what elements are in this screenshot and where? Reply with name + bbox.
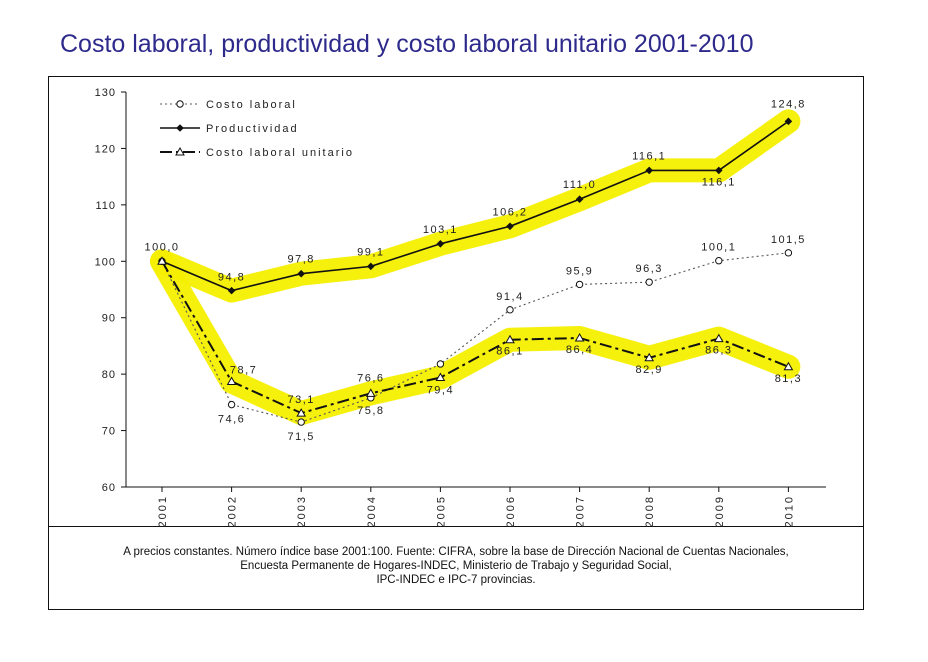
source-line: Encuesta Permanente de Hogares-INDEC, Mi…: [240, 560, 672, 572]
legend-label: Productividad: [206, 123, 299, 135]
data-label: 75,8: [357, 405, 384, 417]
y-tick-label: 110: [95, 200, 116, 212]
x-tick-label: 2006: [505, 495, 517, 527]
data-label: 124,8: [771, 98, 806, 110]
axes-layer: 60 70 80 90 100 110 120 130 2001 2002 2003 2004 2005…: [95, 87, 826, 527]
data-labels-layer: 74,6 71,5 75,8 91,4 95,9 96,3 100,1 101,5 100,0 9…: [144, 98, 806, 443]
data-label: 116,1: [702, 176, 736, 188]
data-point: [575, 195, 584, 204]
data-label: 103,1: [423, 224, 458, 236]
data-point: [574, 333, 585, 342]
data-label: 101,5: [771, 234, 806, 246]
source-line: A precios constantes. Número índice base…: [123, 546, 789, 558]
y-tick-label: 70: [102, 426, 116, 438]
legend-label: Costo laboral: [206, 99, 297, 111]
data-point: [175, 146, 185, 156]
data-point: [297, 269, 305, 278]
y-tick-label: 130: [95, 87, 116, 99]
data-point: [784, 117, 793, 126]
y-tick-label: 120: [95, 143, 116, 155]
chart-frame: [48, 76, 864, 610]
data-point: [715, 257, 723, 265]
data-point: [505, 334, 515, 344]
y-tick-label: 100: [95, 256, 116, 268]
data-label: 100,1: [701, 242, 736, 254]
data-point: [176, 100, 184, 108]
chart-title: Costo laboral, productividad y costo lab…: [60, 30, 754, 58]
data-point: [226, 376, 237, 385]
data-point: [227, 400, 236, 409]
data-point: [645, 278, 653, 286]
data-point: [784, 249, 793, 257]
data-label: 74,6: [218, 414, 245, 426]
data-point: [367, 262, 375, 271]
x-tick-label: 2005: [435, 495, 447, 527]
data-point: [783, 361, 794, 371]
data-label: 86,1: [496, 346, 523, 358]
source-divider: [48, 526, 864, 527]
y-tick-label: 80: [102, 369, 116, 381]
data-label: 91,4: [496, 291, 523, 303]
data-label: 95,9: [566, 265, 593, 277]
data-point: [365, 388, 376, 397]
x-tick-label: 2008: [644, 495, 656, 527]
data-point: [506, 306, 514, 314]
data-label: 76,6: [357, 372, 384, 384]
data-label: 100,0: [144, 241, 179, 253]
data-label: 97,8: [287, 254, 314, 266]
data-point: [176, 124, 184, 132]
x-tick-label: 2004: [366, 495, 378, 527]
data-point: [645, 166, 653, 175]
data-label: 73,1: [287, 394, 314, 406]
data-point: [157, 256, 167, 265]
data-point: [506, 222, 514, 231]
series-layer: [157, 117, 794, 426]
data-point: [436, 360, 445, 368]
data-point: [435, 372, 446, 382]
y-tick-label: 60: [102, 482, 116, 494]
data-label: 86,4: [566, 344, 593, 356]
data-point: [644, 352, 655, 362]
data-label: 96,3: [635, 263, 662, 275]
x-tick-label: 2003: [296, 495, 308, 527]
x-tick-label: 2002: [227, 495, 239, 527]
series-line: [161, 260, 789, 415]
data-point: [297, 418, 305, 426]
data-label: 99,1: [357, 246, 384, 258]
data-label: 71,5: [287, 431, 314, 443]
legend: Costo laboral Productividad Costo laboral …: [160, 99, 354, 159]
data-label: 81,3: [775, 373, 802, 385]
data-point: [575, 280, 584, 289]
data-label: 94,8: [218, 272, 245, 284]
source-note: A precios constantes. Número índice base…: [50, 545, 862, 587]
x-tick-label: 2007: [575, 495, 587, 527]
y-tick-label: 90: [102, 313, 116, 325]
series-line: [161, 120, 789, 292]
data-label: 116,1: [632, 150, 666, 162]
data-label: 79,4: [427, 385, 454, 397]
data-point: [227, 286, 236, 295]
data-point: [715, 166, 723, 175]
data-label: 111,0: [563, 179, 596, 191]
data-point: [713, 333, 724, 343]
data-label: 82,9: [635, 364, 662, 376]
series-line: [161, 252, 789, 423]
legend-label: Costo laboral unitario: [206, 147, 354, 159]
x-tick-label: 2001: [157, 495, 169, 527]
data-point: [436, 239, 445, 248]
x-tick-label: 2009: [714, 495, 726, 527]
data-label: 78,7: [230, 364, 257, 376]
data-point: [296, 408, 307, 417]
data-label: 106,2: [492, 206, 527, 218]
source-line: IPC-INDEC e IPC-7 provincias.: [376, 574, 536, 586]
data-label: 86,3: [705, 345, 732, 357]
x-tick-label: 2010: [783, 495, 795, 527]
